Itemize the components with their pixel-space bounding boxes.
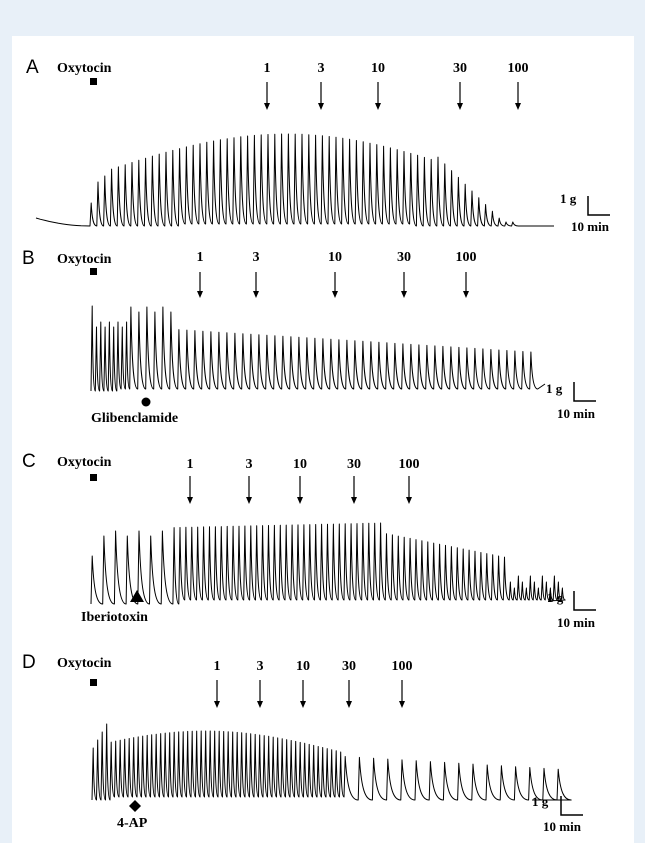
scale-time-d: 10 min <box>543 819 582 834</box>
oxytocin-label-b: Oxytocin <box>57 252 112 267</box>
arrowhead-d-1 <box>214 701 220 708</box>
conc-label-b-1: 1 <box>197 250 204 265</box>
conc-label-b-4: 30 <box>397 250 411 265</box>
arrowhead-b-5 <box>463 291 469 298</box>
arrowhead-b-3 <box>332 291 338 298</box>
arrowhead-c-3 <box>297 497 303 504</box>
arrowhead-b-4 <box>401 291 407 298</box>
scale-force-a: 1 g <box>560 191 577 206</box>
conc-label-b-5: 100 <box>456 250 477 265</box>
trace-a <box>35 133 554 227</box>
panel-letter-b: B <box>22 248 35 269</box>
arrowhead-c-5 <box>406 497 412 504</box>
scale-force-d: 1 g <box>532 794 549 809</box>
arrowhead-a-2 <box>318 103 324 110</box>
scale-bar-c <box>573 591 596 611</box>
conc-label-d-2: 3 <box>257 659 264 674</box>
arrows-d <box>214 680 405 708</box>
conc-label-b-3: 10 <box>328 250 342 265</box>
arrowhead-c-2 <box>246 497 252 504</box>
arrows-a <box>264 82 521 110</box>
panel-a: A Oxytocin 1 3 10 30 100 1 g 10 min <box>26 57 610 234</box>
panel-b: B Oxytocin 1 3 10 30 100 Glibenclamide 1… <box>22 248 596 426</box>
arrows-c <box>187 476 412 504</box>
trace-c <box>90 522 566 605</box>
trace-b <box>90 305 546 392</box>
conc-label-a-1: 1 <box>264 61 271 76</box>
scale-time-a: 10 min <box>571 219 610 234</box>
scale-time-c: 10 min <box>557 615 596 630</box>
arrowhead-a-3 <box>375 103 381 110</box>
conc-label-d-1: 1 <box>214 659 221 674</box>
arrowhead-d-3 <box>300 701 306 708</box>
conc-label-a-3: 10 <box>371 61 385 76</box>
oxytocin-label-d: Oxytocin <box>57 656 112 671</box>
figure-svg: A Oxytocin 1 3 10 30 100 1 g 10 min B Ox… <box>22 57 610 834</box>
conc-label-b-2: 3 <box>253 250 260 265</box>
glibenclamide-marker <box>141 397 151 407</box>
iberiotoxin-label: Iberiotoxin <box>81 610 148 625</box>
scale-force-b: 1 g <box>546 381 563 396</box>
arrowhead-c-4 <box>351 497 357 504</box>
conc-label-c-4: 30 <box>347 457 361 472</box>
arrowhead-d-4 <box>346 701 352 708</box>
4-ap-marker <box>129 800 141 812</box>
scale-bar-d <box>560 796 583 816</box>
panel-letter-c: C <box>22 451 36 472</box>
oxytocin-label-a: Oxytocin <box>57 61 112 76</box>
panel-c: C Oxytocin 1 3 10 30 100 Iberiotoxin 1 g… <box>22 451 596 630</box>
panel-d: D Oxytocin 1 3 10 30 100 4-AP 1 g 10 min <box>22 652 583 834</box>
conc-label-c-1: 1 <box>187 457 194 472</box>
conc-label-a-5: 100 <box>508 61 529 76</box>
conc-label-c-5: 100 <box>399 457 420 472</box>
arrowhead-b-2 <box>253 291 259 298</box>
scale-bar-a <box>587 196 610 216</box>
arrowhead-a-1 <box>264 103 270 110</box>
glibenclamide-label: Glibenclamide <box>91 411 178 426</box>
arrowhead-a-5 <box>515 103 521 110</box>
conc-label-d-5: 100 <box>392 659 413 674</box>
scale-time-b: 10 min <box>557 406 596 421</box>
arrowhead-a-4 <box>457 103 463 110</box>
4-ap-label: 4-AP <box>117 816 148 831</box>
panel-letter-a: A <box>26 57 39 78</box>
conc-label-d-3: 10 <box>296 659 310 674</box>
oxytocin-label-c: Oxytocin <box>57 455 112 470</box>
panel-letter-d: D <box>22 652 36 673</box>
conc-label-d-4: 30 <box>342 659 356 674</box>
conc-label-a-4: 30 <box>453 61 467 76</box>
oxytocin-marker-a <box>90 78 97 85</box>
trace-d <box>91 723 572 801</box>
arrowhead-d-5 <box>399 701 405 708</box>
arrows-b <box>197 272 469 298</box>
scale-bar-b <box>573 382 596 402</box>
oxytocin-marker-b <box>90 268 97 275</box>
arrowhead-c-1 <box>187 497 193 504</box>
conc-label-c-2: 3 <box>246 457 253 472</box>
iberiotoxin-marker <box>130 590 144 602</box>
scale-force-c: 1 g <box>547 590 564 605</box>
arrowhead-b-1 <box>197 291 203 298</box>
figure: A Oxytocin 1 3 10 30 100 1 g 10 min B Ox… <box>12 36 634 843</box>
conc-label-a-2: 3 <box>318 61 325 76</box>
oxytocin-marker-d <box>90 679 97 686</box>
arrowhead-d-2 <box>257 701 263 708</box>
oxytocin-marker-c <box>90 474 97 481</box>
conc-label-c-3: 10 <box>293 457 307 472</box>
